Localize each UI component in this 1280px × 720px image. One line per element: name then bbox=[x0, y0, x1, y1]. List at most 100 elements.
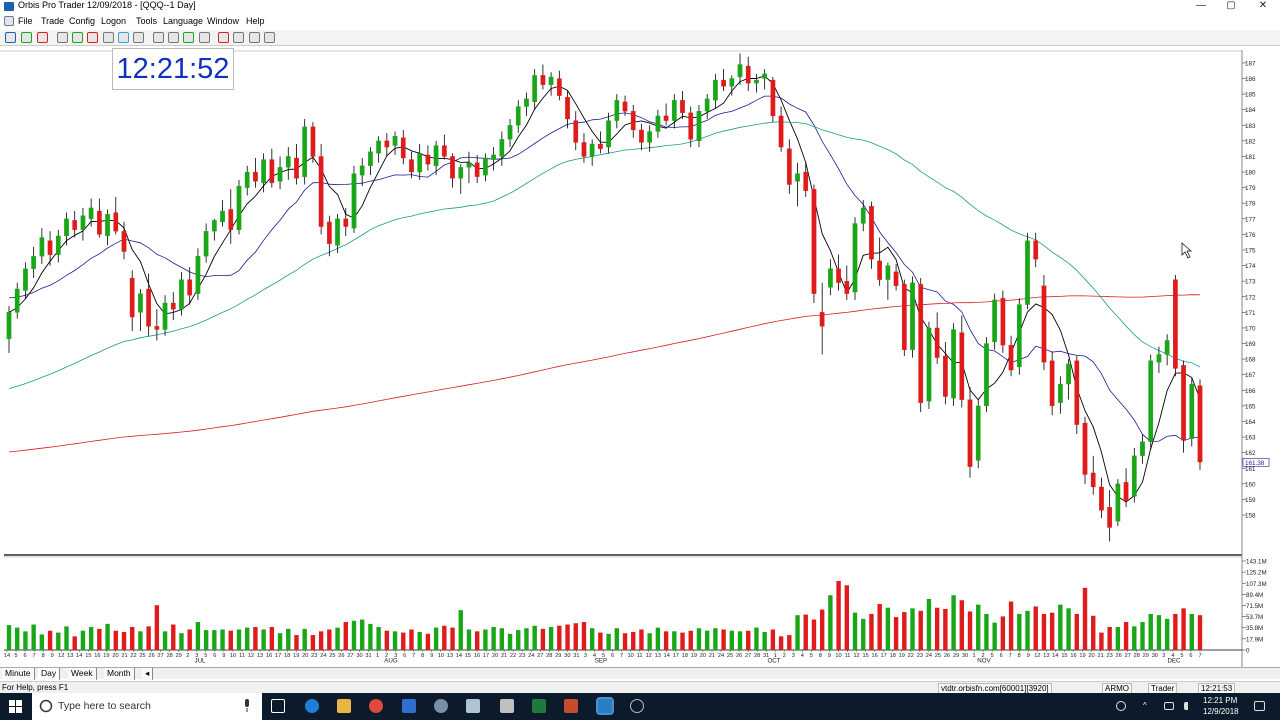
date-tick-label: 1 bbox=[774, 653, 777, 659]
toolbar-scan-icon[interactable] bbox=[183, 32, 194, 43]
date-tick-label: 23 bbox=[917, 653, 923, 659]
volume-bar bbox=[359, 619, 365, 650]
date-tick-label: 26 bbox=[1116, 653, 1122, 659]
candle-up bbox=[828, 268, 833, 288]
maximize-button[interactable]: ▢ bbox=[1226, 0, 1236, 11]
volume-bar bbox=[877, 603, 882, 650]
toolbar-table-icon[interactable] bbox=[168, 32, 179, 43]
last-price-box bbox=[1242, 458, 1270, 467]
settings-app-icon[interactable] bbox=[434, 699, 448, 713]
toolbar-clock-icon[interactable] bbox=[57, 32, 68, 43]
tab-week[interactable]: Week bbox=[68, 668, 97, 680]
mail-app-icon[interactable] bbox=[466, 699, 480, 713]
file-explorer-icon[interactable] bbox=[337, 699, 351, 713]
menu-window[interactable]: Window bbox=[207, 16, 240, 26]
volume-bar bbox=[631, 631, 636, 650]
date-tick-label: 12 bbox=[853, 653, 859, 659]
car-app-icon[interactable] bbox=[500, 699, 514, 713]
date-tick-label: 24 bbox=[320, 653, 326, 659]
toolbar-home-icon[interactable] bbox=[264, 32, 275, 43]
price-tick-label: 172 bbox=[1245, 294, 1256, 301]
menu-tools[interactable]: Tools bbox=[136, 16, 158, 26]
date-tick-label: 3 bbox=[195, 653, 198, 659]
excel-icon[interactable] bbox=[532, 699, 546, 713]
date-tick-label: 17 bbox=[673, 653, 679, 659]
volume-bar bbox=[269, 626, 275, 650]
price-volume-chart[interactable]: 1871861851841831821811801791781771761751… bbox=[0, 47, 1280, 667]
volume-bar bbox=[836, 580, 841, 650]
menu-help[interactable]: Help bbox=[246, 16, 265, 26]
candle-down bbox=[409, 159, 414, 173]
toolbar-refresh-icon[interactable] bbox=[37, 32, 48, 43]
toolbar-link-icon[interactable] bbox=[103, 32, 114, 43]
toolbar-chart-icon[interactable] bbox=[153, 32, 164, 43]
tab-minute[interactable]: Minute bbox=[2, 668, 35, 680]
toolbar-dollar-icon[interactable] bbox=[21, 32, 32, 43]
tray-volume-icon[interactable] bbox=[1184, 702, 1194, 710]
toolbar-percent-icon[interactable] bbox=[87, 32, 98, 43]
taskbar-search-box[interactable]: Type here to search bbox=[32, 693, 262, 720]
powerpoint-icon[interactable] bbox=[564, 699, 578, 713]
menu-language[interactable]: Language bbox=[163, 16, 204, 26]
chrome-icon[interactable] bbox=[369, 699, 383, 713]
candle-down bbox=[146, 288, 151, 327]
candle-up bbox=[302, 126, 308, 177]
date-tick-label: 1 bbox=[376, 653, 379, 659]
date-tick-label: 18 bbox=[682, 653, 688, 659]
volume-bar bbox=[450, 627, 455, 650]
menu-logon[interactable]: Logon bbox=[101, 16, 127, 26]
windows-start-icon[interactable] bbox=[9, 700, 22, 713]
toolbar-tools-icon[interactable] bbox=[218, 32, 229, 43]
date-tick-label: 27 bbox=[745, 653, 751, 659]
date-tick-label: 28 bbox=[167, 653, 173, 659]
toolbar-mail-icon[interactable] bbox=[199, 32, 210, 43]
tab-month[interactable]: Month bbox=[104, 668, 135, 680]
candle-up bbox=[713, 79, 718, 101]
minimize-button[interactable]: — bbox=[1196, 0, 1206, 11]
volume-bar bbox=[302, 628, 307, 650]
menu-config[interactable]: Config bbox=[69, 16, 96, 26]
toolbar-tree-icon[interactable] bbox=[72, 32, 83, 43]
date-tick-label: 30 bbox=[356, 653, 362, 659]
tab-scroll-left[interactable]: ◂ bbox=[142, 668, 154, 680]
price-tick-label: 184 bbox=[1245, 107, 1256, 114]
close-button[interactable]: ✕ bbox=[1258, 0, 1268, 11]
toolbar-help-icon[interactable] bbox=[249, 32, 260, 43]
date-tick-label: 17 bbox=[275, 653, 281, 659]
volume-bar bbox=[918, 610, 923, 650]
toolbar-globe-icon[interactable] bbox=[233, 32, 244, 43]
volume-bar bbox=[655, 627, 661, 650]
tab-day[interactable]: Day bbox=[38, 668, 61, 680]
edge-icon[interactable] bbox=[305, 699, 319, 713]
date-tick-label: 12 bbox=[248, 653, 254, 659]
tray-chevron-icon[interactable]: ^ bbox=[1143, 701, 1147, 710]
notification-icon[interactable] bbox=[1254, 701, 1265, 711]
toolbar-arrows-icon[interactable] bbox=[5, 32, 16, 43]
microphone-icon[interactable] bbox=[242, 699, 252, 713]
volume-bar bbox=[524, 628, 529, 650]
toolbar-grid-icon[interactable] bbox=[133, 32, 144, 43]
candle-down bbox=[425, 154, 431, 165]
tray-network-icon[interactable] bbox=[1164, 702, 1174, 710]
price-tick-label: 182 bbox=[1245, 138, 1256, 145]
menu-trade[interactable]: Trade bbox=[41, 16, 65, 26]
date-tick-label: 9 bbox=[1027, 653, 1030, 659]
volume-bar bbox=[787, 635, 792, 650]
date-tick-label: 13 bbox=[447, 653, 453, 659]
app-circle-icon[interactable] bbox=[630, 699, 644, 713]
tray-person-icon[interactable] bbox=[1116, 701, 1126, 711]
orbis-trader-icon[interactable] bbox=[596, 697, 614, 715]
candle-down bbox=[113, 212, 119, 232]
candle-up bbox=[1131, 455, 1137, 497]
menu-file[interactable]: File bbox=[18, 16, 33, 26]
chart-window[interactable]: 187 186 185 184 183 182 181 180 179 178 177 176 175 1… bbox=[0, 47, 1280, 667]
store-icon[interactable] bbox=[402, 699, 416, 713]
task-view-icon[interactable] bbox=[271, 699, 285, 713]
date-tick-label: 31 bbox=[573, 653, 579, 659]
candle-up bbox=[1025, 240, 1030, 305]
candle-down bbox=[1008, 344, 1014, 371]
volume-bar bbox=[943, 608, 948, 650]
toolbar-window-icon[interactable] bbox=[118, 32, 129, 43]
volume-bar bbox=[113, 630, 118, 650]
date-tick-label: 21 bbox=[1097, 653, 1103, 659]
